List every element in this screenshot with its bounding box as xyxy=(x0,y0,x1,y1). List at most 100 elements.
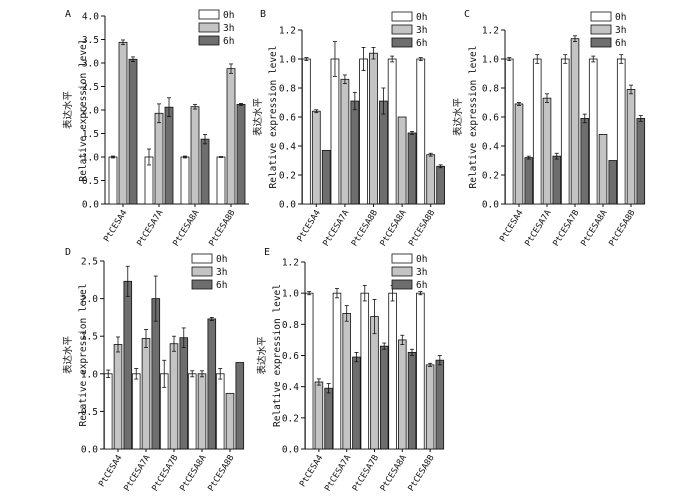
bar-0h-ptcesa8a xyxy=(180,156,190,205)
legend-swatch-6h xyxy=(198,35,220,46)
error-bar xyxy=(390,55,395,63)
bar-6h-ptcesa8a xyxy=(608,160,618,205)
bar-0h-ptcesa4 xyxy=(301,58,311,205)
bar-3h-ptcesa8a xyxy=(397,116,407,205)
error-bar xyxy=(361,47,366,71)
y-tick-label: 0.2 xyxy=(279,171,296,182)
legend: 0h 3h 6h xyxy=(590,11,626,49)
bar-6h-ptcesa8a xyxy=(200,138,210,205)
error-bar xyxy=(193,103,197,110)
bar-6h-ptcesa8b xyxy=(379,100,388,205)
y-tick-label: 3.5 xyxy=(82,35,99,46)
y-axis-label: 表达水平 Relative expression level xyxy=(452,46,479,189)
legend-label-0h: 0h xyxy=(615,12,626,23)
bar-3h-ptcesa8b xyxy=(425,364,435,450)
legend-swatch-0h xyxy=(391,253,413,264)
y-axis-label-en: Relative expression level xyxy=(78,284,89,427)
bar-3h-ptcesa8a xyxy=(197,373,207,450)
error-bar xyxy=(535,54,540,64)
error-bar xyxy=(344,305,349,322)
error-bar xyxy=(371,47,376,60)
bar-3h-ptcesa7b xyxy=(570,38,580,205)
bar-6h-ptcesa8b xyxy=(435,359,445,450)
legend-label-0h: 0h xyxy=(416,12,427,23)
y-tick-label: 1.0 xyxy=(82,153,99,164)
y-tick-label: 0.4 xyxy=(282,382,299,393)
error-bar xyxy=(147,148,151,166)
legend-swatch-0h xyxy=(191,253,213,264)
legend-swatch-3h xyxy=(191,266,213,277)
bar-6h-ptcesa4 xyxy=(321,149,331,205)
error-bar xyxy=(526,155,531,160)
x-tick-label: PtCESA7A xyxy=(321,208,351,248)
error-bar xyxy=(219,156,223,158)
bar-3h-ptcesa8b xyxy=(626,89,636,205)
bar-3h-ptcesa8a xyxy=(598,133,608,205)
error-bar xyxy=(418,57,423,61)
x-tick-label: PtCESA8B xyxy=(206,453,236,493)
legend-label-0h: 0h xyxy=(416,254,427,265)
y-axis-label: 表达水平 Relative expression level xyxy=(62,284,89,427)
bar-0h-ptcesa8b xyxy=(416,58,426,205)
legend-swatch-3h xyxy=(590,24,612,35)
y-axis-label-en: Relative expression level xyxy=(78,39,89,182)
error-bar xyxy=(181,327,186,348)
bar-6h-ptcesa7a xyxy=(164,106,174,205)
bar-6h-ptcesa8a xyxy=(407,351,417,450)
error-bar xyxy=(332,41,337,77)
legend-label-3h: 3h xyxy=(216,267,227,278)
y-tick-label: 0.6 xyxy=(482,113,499,124)
x-tick-label: PtCESA7B xyxy=(150,453,180,493)
error-bar xyxy=(116,336,120,353)
legend: 0h 3h 6h xyxy=(191,253,227,291)
error-bar xyxy=(354,351,359,363)
bar-3h-ptcesa8a xyxy=(190,106,200,205)
error-bar xyxy=(619,54,624,64)
x-tick-label: PtCESA8B xyxy=(350,208,380,248)
error-bar xyxy=(582,113,587,124)
bar-6h-ptcesa7b xyxy=(379,345,389,450)
legend-label-3h: 3h xyxy=(416,25,427,36)
error-bar xyxy=(167,97,171,117)
legend-swatch-6h xyxy=(191,279,213,290)
x-tick-label: PtCESA4 xyxy=(102,208,129,244)
error-bar xyxy=(563,54,568,64)
legend-label-6h: 6h xyxy=(615,38,626,49)
y-tick-label: 0.6 xyxy=(279,113,296,124)
chart-panel-d: D 表达水平 Relative expression level 0.0 0.5 1.0 1… xyxy=(62,247,245,493)
y-axis-label-en: Relative expression level xyxy=(468,46,479,189)
panel-letter: B xyxy=(260,9,266,20)
bar-6h-ptcesa8b xyxy=(236,103,246,205)
bar-3h-ptcesa4 xyxy=(314,381,324,450)
bar-3h-ptcesa7b xyxy=(370,316,379,450)
bar-3h-ptcesa7b xyxy=(169,343,179,450)
bar-3h-ptcesa4 xyxy=(113,344,123,450)
x-tick-label: PtCESA4 xyxy=(97,453,124,489)
y-tick-label: 2.5 xyxy=(81,257,98,268)
bar-6h-ptcesa7a xyxy=(352,356,361,450)
error-bar xyxy=(517,102,521,106)
bar-3h-ptcesa7a xyxy=(542,97,552,205)
legend-label-0h: 0h xyxy=(216,254,227,265)
bar-0h-ptcesa8b xyxy=(359,58,368,205)
bar-0h-ptcesa7a xyxy=(332,292,342,450)
bar-0h-ptcesa8a xyxy=(588,58,598,205)
bar-6h-ptcesa7b xyxy=(179,337,189,450)
bar-6h-ptcesa8b xyxy=(636,118,646,205)
x-tick-label: PtCESA4 xyxy=(498,208,525,244)
bar-0h-ptcesa4 xyxy=(504,58,514,205)
y-tick-label: 0.8 xyxy=(279,84,296,95)
bar-3h-ptcesa8b xyxy=(225,392,235,450)
bar-0h-ptcesa4 xyxy=(103,373,113,450)
error-bar xyxy=(229,63,233,74)
panel-letter: E xyxy=(264,247,270,258)
bar-0h-ptcesa8b xyxy=(215,373,225,450)
error-bar xyxy=(131,56,135,62)
bar-3h-ptcesa7a xyxy=(340,78,350,205)
y-tick-label: 0.4 xyxy=(279,142,296,153)
error-bar xyxy=(372,298,377,335)
error-bar xyxy=(400,334,405,345)
x-tick-label: PtCESA8A xyxy=(171,208,201,248)
error-bar xyxy=(218,368,223,380)
